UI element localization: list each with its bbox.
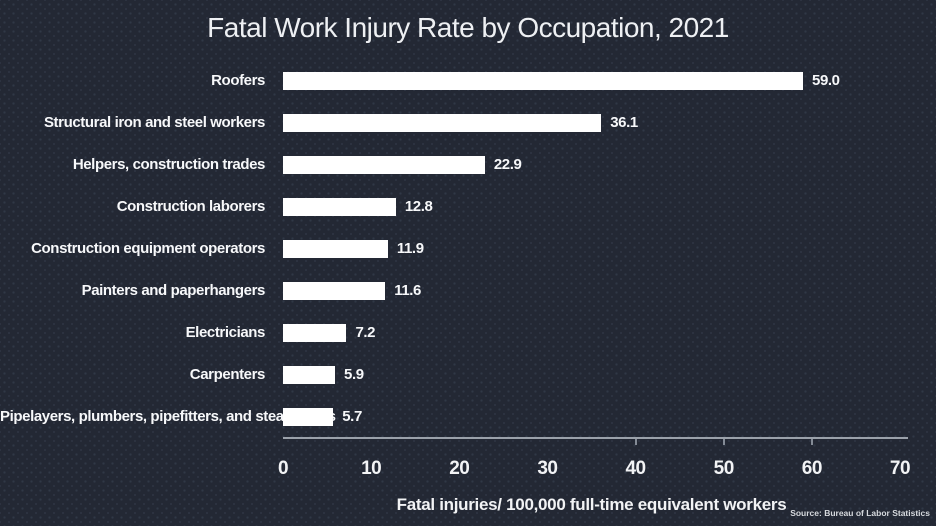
category-label: Helpers, construction trades — [72, 156, 266, 173]
bar — [283, 240, 388, 258]
bar — [283, 156, 485, 174]
value-label: 11.9 — [396, 240, 424, 257]
value-label: 7.2 — [355, 324, 376, 341]
x-axis-tick-label: 70 — [889, 458, 911, 479]
category-label: Construction laborers — [116, 198, 266, 215]
value-label: 11.6 — [394, 282, 422, 299]
bar — [283, 114, 602, 132]
category-label: Electricians — [185, 324, 266, 341]
category-label: Roofers — [211, 72, 265, 89]
bar — [283, 282, 386, 300]
value-label: 5.9 — [344, 366, 364, 383]
category-label: Construction equipment operators — [31, 240, 265, 257]
chart-title: Fatal Work Injury Rate by Occupation, 20… — [207, 12, 729, 43]
x-axis-tick-label: 20 — [449, 458, 470, 479]
x-axis-tick-mark — [634, 439, 637, 445]
x-axis-tick-label: 0 — [277, 458, 289, 479]
source-note: Source: Bureau of Labor Statistics — [790, 508, 930, 518]
x-axis-tick-label: 30 — [537, 458, 558, 479]
bar — [283, 72, 804, 90]
category-label: Painters and paperhangers — [81, 282, 266, 299]
category-label: Structural iron and steel workers — [43, 114, 265, 131]
x-axis-line — [283, 437, 908, 439]
value-label: 5.7 — [342, 408, 362, 425]
x-axis-tick-label: 60 — [801, 458, 823, 479]
value-label: 12.8 — [404, 198, 433, 215]
bar — [283, 366, 335, 384]
value-label: 36.1 — [610, 114, 638, 131]
bar — [283, 324, 347, 342]
bar — [283, 408, 334, 426]
x-axis-tick-label: 10 — [361, 458, 382, 479]
bar — [283, 198, 396, 216]
x-axis-tick-label: 40 — [625, 458, 646, 479]
x-axis-tick-label: 50 — [713, 458, 735, 479]
category-label: Pipelayers, plumbers, pipefitters, and s… — [0, 408, 336, 425]
value-label: 59.0 — [812, 72, 840, 89]
x-axis-tick-mark — [810, 439, 813, 445]
x-axis-label: Fatal injuries/ 100,000 full-time equiva… — [396, 495, 787, 514]
category-label: Carpenters — [189, 366, 266, 383]
value-label: 22.9 — [493, 156, 522, 173]
x-axis-tick-mark — [722, 439, 725, 445]
